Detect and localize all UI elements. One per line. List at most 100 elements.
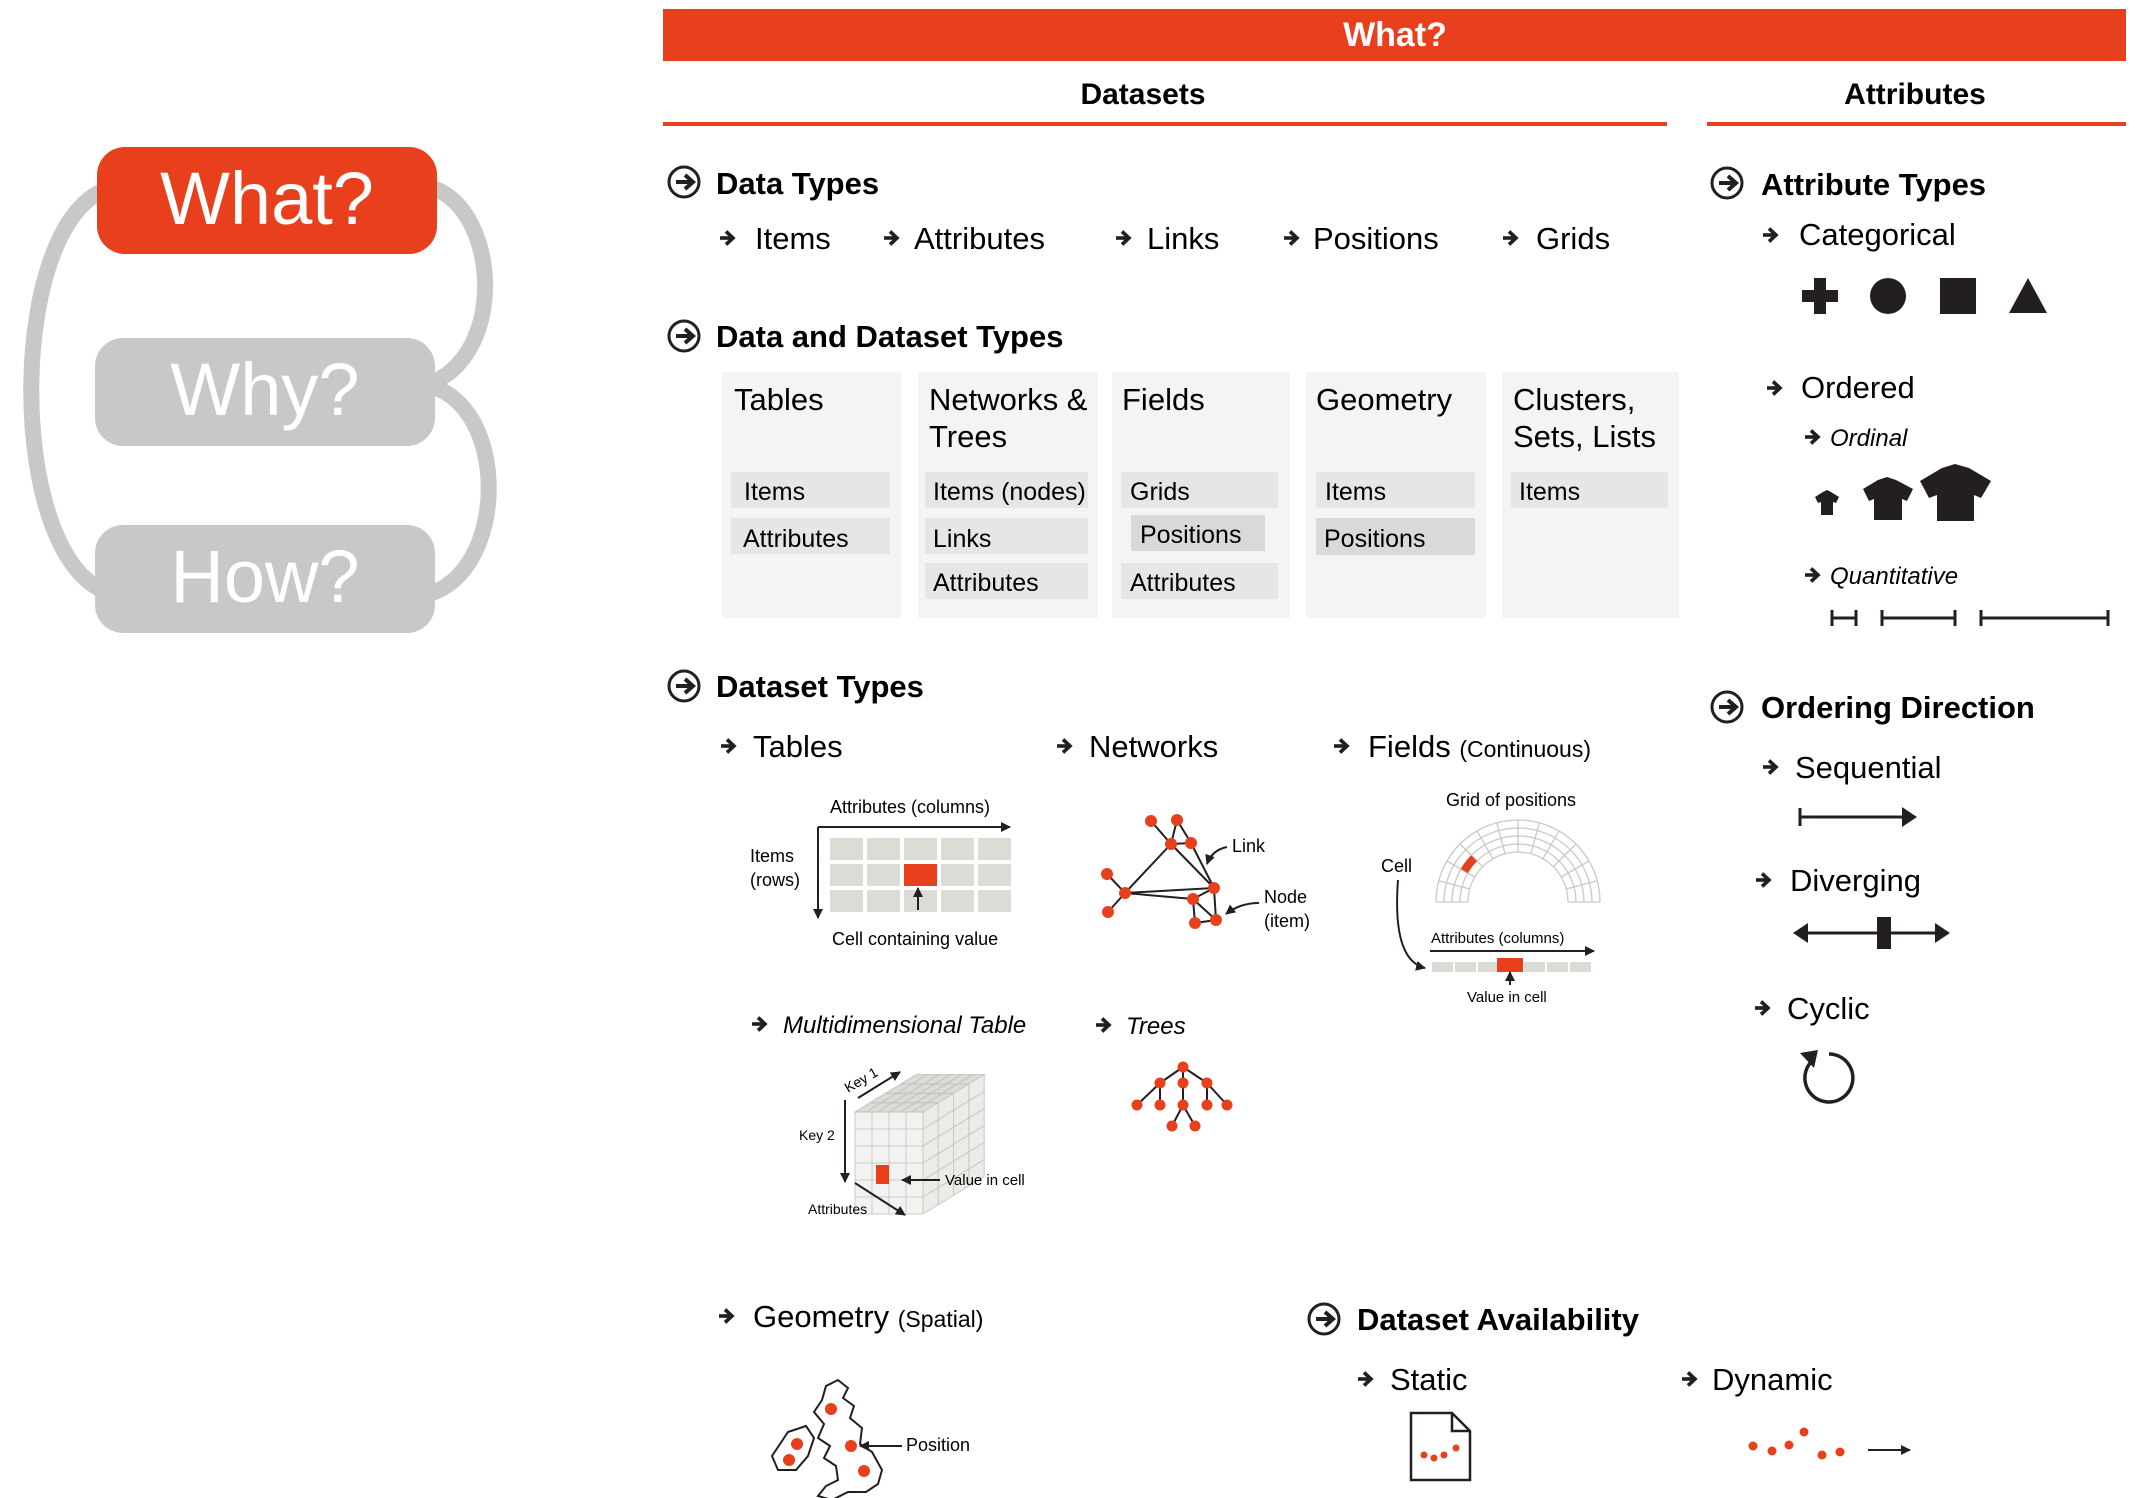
- arrow-icon: [1765, 379, 1782, 397]
- arrow-icon: [1761, 226, 1778, 244]
- cube-key1-label: Key 1: [842, 1064, 881, 1096]
- grid-cell: [941, 890, 974, 912]
- arrow-icon: [1356, 1370, 1373, 1388]
- grid-cell: [941, 864, 974, 886]
- grid-spoke: [1438, 880, 1470, 890]
- table-grid: [830, 838, 1011, 912]
- categorical-shapes: [1802, 278, 2047, 314]
- field-grid: [1435, 819, 1601, 903]
- cube-cell: [854, 1128, 873, 1147]
- grid-cell: [867, 864, 900, 886]
- cube-cell: [905, 1145, 924, 1164]
- nav-how-button[interactable]: How?: [95, 525, 435, 633]
- column-item: Attributes: [1130, 569, 1236, 597]
- grid-spoke: [1542, 830, 1560, 860]
- network-node-label: Node: [1264, 887, 1307, 907]
- nav-why-button[interactable]: Why?: [95, 338, 435, 446]
- network-node-label: (item): [1264, 911, 1310, 931]
- network-link-label: Link: [1232, 836, 1266, 856]
- file-icon: [1409, 1411, 1472, 1482]
- arrow-icon: [1680, 1370, 1697, 1388]
- ordinal-label: Ordinal: [1830, 425, 1908, 452]
- quantitative-bars: [1830, 610, 2110, 626]
- cube-grid: [853, 1073, 986, 1215]
- dynamic-stream-icon: [1748, 1427, 1911, 1460]
- grid-cell: [1478, 962, 1499, 972]
- sequential-label: Sequential: [1795, 750, 1942, 785]
- table-rows-label: (rows): [750, 870, 800, 890]
- column-item: Positions: [1324, 525, 1425, 553]
- grid-cell: [904, 838, 937, 860]
- cube-cell: [854, 1162, 873, 1181]
- cube-illustration: Key 1 Key 2 Attributes Value in cell: [799, 1064, 1025, 1217]
- cube-cell: [905, 1179, 924, 1198]
- circle-arrow-icon: [1307, 1302, 1341, 1336]
- networks-heading: Networks: [1089, 729, 1218, 764]
- multidim-heading: Multidimensional Table: [783, 1012, 1026, 1039]
- field-value-label: Value in cell: [1467, 989, 1547, 1006]
- cube-cell: [968, 1158, 985, 1187]
- column-item: Attributes: [743, 525, 849, 553]
- grid-cell: [941, 838, 974, 860]
- grid-cell: [1570, 962, 1591, 972]
- dataset-types-title: Dataset Types: [716, 669, 924, 704]
- arrow-icon: [1501, 229, 1518, 247]
- geometry-heading: Geometry (Spatial): [753, 1299, 983, 1334]
- arrow-icon: [718, 229, 735, 247]
- nav-what-button[interactable]: What?: [97, 147, 437, 254]
- tables-heading: Tables: [753, 729, 843, 764]
- grid-cell: [1547, 962, 1568, 972]
- grid-spoke: [1476, 830, 1494, 860]
- attributes-header: Attributes: [1844, 78, 1986, 111]
- plus-icon: [1802, 278, 1838, 314]
- cube-cell: [888, 1145, 907, 1164]
- column-item: Items: [1519, 478, 1580, 506]
- data-type-item: Attributes: [914, 221, 1045, 256]
- grid-cell: [978, 838, 1011, 860]
- grid-cell: [867, 838, 900, 860]
- cyclic-icon: [1800, 1050, 1855, 1104]
- column-item: Items (nodes): [933, 478, 1086, 506]
- column-tables: Tables Items Attributes: [722, 372, 901, 618]
- field-columns-label: Attributes (columns): [1431, 930, 1564, 947]
- arrow-icon: [750, 1015, 767, 1033]
- arrow-icon: [717, 1307, 734, 1325]
- column-item: Items: [744, 478, 805, 506]
- shirt-icon: [1920, 464, 1991, 521]
- grid-cell: [978, 864, 1011, 886]
- grid-spoke: [1560, 860, 1590, 878]
- diverging-label: Diverging: [1790, 863, 1921, 898]
- dataset-columns: Tables Items Attributes Networks & Trees…: [722, 372, 1679, 618]
- categorical-label: Categorical: [1799, 217, 1956, 252]
- field-illustration: Grid of positions Cell Attributes (colum…: [1381, 790, 1601, 1006]
- arrow-icon: [1094, 1016, 1111, 1034]
- column-title: Networks &: [929, 382, 1088, 417]
- column-item: Grids: [1130, 478, 1190, 506]
- circle-arrow-icon: [667, 165, 701, 199]
- grid-cell: [867, 890, 900, 912]
- column-item: Positions: [1140, 521, 1241, 549]
- column-clusters: Clusters, Sets, Lists Items: [1502, 372, 1679, 618]
- grid-spoke: [1552, 843, 1577, 868]
- column-item: Attributes: [933, 569, 1039, 597]
- data-type-item: Links: [1147, 221, 1219, 256]
- grid-cell: [1524, 962, 1545, 972]
- data-types-list: Items Attributes Links Positions Grids: [718, 221, 1610, 256]
- fields-heading: Fields (Continuous): [1368, 729, 1591, 764]
- trees-heading: Trees: [1126, 1013, 1186, 1040]
- shirt-icon: [1815, 490, 1839, 515]
- header-title: What?: [1343, 16, 1447, 54]
- cube-key2-label: Key 2: [799, 1127, 835, 1143]
- grid-cell: [1455, 962, 1476, 972]
- arrow-icon: [1754, 871, 1771, 889]
- shirt-icon: [1863, 477, 1913, 520]
- datasets-header: Datasets: [1080, 78, 1205, 111]
- cube-cell: [854, 1145, 873, 1164]
- map-position-label: Position: [906, 1435, 970, 1455]
- map-outline: [812, 1378, 884, 1498]
- grid-cell: [830, 890, 863, 912]
- ordering-title: Ordering Direction: [1761, 690, 2035, 725]
- column-title: Sets, Lists: [1513, 419, 1656, 454]
- cube-cell: [905, 1162, 924, 1181]
- availability-title: Dataset Availability: [1357, 1302, 1640, 1337]
